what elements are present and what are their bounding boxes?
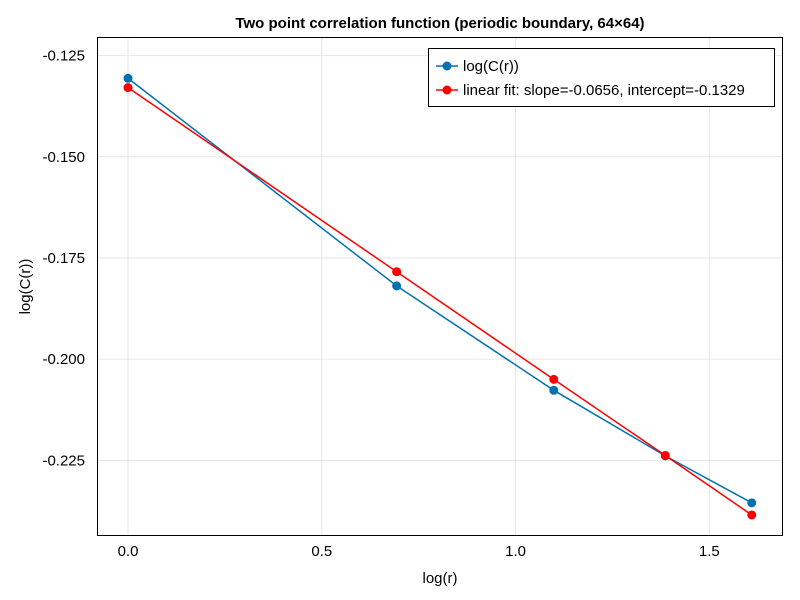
grid-lines (97, 37, 783, 536)
x-tick-label: 1.0 (505, 543, 526, 560)
plot-frame (97, 37, 783, 536)
tick-labels: 0.0 0.5 1.0 1.5 -0.225 -0.200 -0.175 -0.150 -0.1… (42, 48, 719, 560)
legend-marker (442, 85, 452, 95)
legend-marker (442, 61, 452, 71)
data-point (123, 73, 133, 83)
series-layer (123, 73, 757, 520)
x-tick-label: 1.5 (699, 543, 720, 560)
legend-box (428, 48, 775, 107)
y-tick-label: -0.150 (42, 149, 85, 166)
legend-label: log(C(r)) (463, 58, 519, 75)
x-axis-label: log(r) (422, 570, 457, 587)
data-point (747, 498, 757, 508)
x-tick-label: 0.0 (118, 543, 139, 560)
y-tick-label: -0.125 (42, 48, 85, 65)
data-point (392, 267, 402, 277)
legend-entry: linear fit: slope=-0.0656, intercept=-0.… (436, 82, 745, 99)
series-1 (123, 73, 757, 508)
chart-title: Two point correlation function (periodic… (235, 15, 644, 32)
data-point (392, 281, 402, 291)
y-tick-label: -0.200 (42, 351, 85, 368)
series-2 (123, 83, 757, 520)
data-point (549, 374, 559, 384)
y-axis-label: log(C(r)) (17, 259, 34, 315)
x-tick-label: 0.5 (311, 543, 332, 560)
data-point (123, 83, 133, 93)
legend-entry: log(C(r)) (436, 58, 519, 75)
data-point (660, 450, 670, 460)
legend: log(C(r)) linear fit: slope=-0.0656, inte… (428, 48, 775, 107)
legend-label: linear fit: slope=-0.0656, intercept=-0.… (463, 82, 745, 99)
data-point (747, 510, 757, 520)
series-line (127, 77, 753, 504)
y-tick-label: -0.225 (42, 452, 85, 469)
series-line (127, 86, 753, 516)
y-tick-label: -0.175 (42, 250, 85, 267)
data-point (549, 385, 559, 395)
